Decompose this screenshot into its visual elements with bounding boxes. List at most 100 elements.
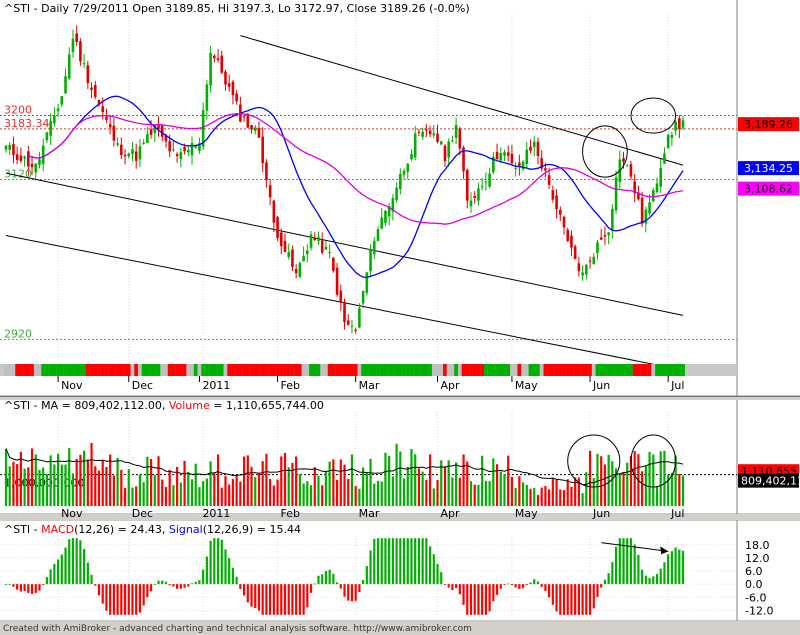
candle-body [142, 142, 145, 144]
ribbon-segment [495, 364, 499, 376]
candle-body [19, 155, 23, 161]
volume-bar [432, 488, 435, 506]
macd-histogram-bar [551, 584, 554, 605]
price-moving-averages [28, 95, 684, 279]
candle-body [510, 153, 514, 164]
ribbon-segment [149, 364, 153, 376]
candle-body [79, 41, 82, 62]
volume-bar [283, 452, 287, 506]
macd-histogram-bar [510, 584, 514, 586]
volume-bar [257, 473, 261, 506]
ribbon-segment [658, 364, 663, 376]
candle-body [521, 161, 525, 170]
ribbon-segment [565, 364, 570, 376]
candle-body [302, 255, 305, 262]
month-label: Nov [61, 379, 83, 392]
macd-histogram-bar [168, 584, 171, 586]
candle-body [499, 152, 503, 161]
volume-bar [581, 493, 584, 506]
volume-bar [60, 464, 63, 506]
candle-body [439, 141, 443, 145]
macd-histogram-bar [283, 584, 287, 615]
macd-histogram-bar [75, 538, 78, 585]
volume-bar [514, 487, 517, 506]
ribbon-segment [614, 364, 618, 376]
macd-histogram-bar [276, 584, 279, 615]
candle-body [399, 174, 402, 190]
candle-body [149, 129, 153, 135]
macd-histogram-bar [350, 584, 354, 602]
ribbon-segment [238, 364, 243, 376]
candle-body [34, 163, 38, 173]
volume-bar [298, 474, 301, 506]
annotation-circle [630, 434, 677, 488]
volume-bar [607, 454, 610, 506]
volume-bar [414, 454, 417, 506]
macd-histogram-bar [603, 579, 607, 585]
macd-histogram-bar [358, 584, 361, 593]
candle-body [8, 144, 12, 150]
ribbon-segment [264, 364, 269, 376]
volume-bar [458, 477, 461, 506]
volume-bar [536, 494, 540, 506]
volume-bar [53, 464, 56, 506]
candle-body [648, 202, 651, 214]
candle-body [607, 232, 610, 236]
macd-histogram-bar [16, 584, 19, 590]
candle-body [294, 269, 298, 274]
macd-histogram-bar [499, 584, 502, 589]
candle-body [97, 99, 101, 105]
ribbon-segment [134, 364, 139, 376]
month-axis: Nov Dec 2011 Feb Mar Apr May Jun Jul Nov Dec 2011 Fe… [57, 376, 684, 520]
candle-body [231, 81, 235, 96]
macd-histogram-bar [674, 547, 677, 585]
candle-body [544, 168, 547, 171]
candle-body [547, 175, 551, 185]
ribbon-segment [383, 364, 388, 376]
candle-body [105, 116, 108, 120]
candle-body [246, 113, 250, 128]
candle-body [138, 146, 142, 160]
volume-bar [521, 482, 525, 506]
volume-ma-line [5, 448, 684, 486]
macd-histogram-bar [548, 584, 551, 598]
reference-label: 3183.34 [4, 117, 50, 130]
ribbon-segment [390, 364, 395, 376]
candle-body [23, 156, 26, 159]
month-label: Apr [441, 379, 461, 392]
macd-histogram-bar [131, 584, 134, 615]
volume-bar [674, 455, 677, 506]
macd-histogram-bar [607, 573, 610, 585]
candle-body [436, 133, 439, 143]
volume-bar [242, 456, 246, 506]
macd-histogram-bar [681, 550, 685, 585]
volume-bar [655, 486, 659, 506]
ribbon-segment [97, 364, 101, 376]
ribbon-segment [171, 364, 176, 376]
ribbon-segment [89, 364, 94, 376]
candle-body [644, 209, 648, 224]
candle-body [15, 154, 19, 161]
ribbon-segment [30, 364, 34, 376]
macd-histogram-bar [566, 584, 569, 615]
volume-bar [562, 490, 566, 506]
ribbon-segment [212, 364, 217, 376]
candle-body [425, 129, 428, 131]
ribbon-segment [82, 364, 87, 376]
volume-bar [670, 472, 673, 506]
ribbon-segment [290, 364, 295, 376]
volume-bar [488, 481, 491, 506]
candle-body [506, 152, 510, 156]
volume-bar [157, 456, 160, 506]
candle-body [179, 152, 183, 159]
macd-histogram-bar [90, 574, 93, 585]
ribbon-segment [4, 364, 8, 376]
candle-body [227, 83, 231, 87]
candle-body [160, 125, 164, 137]
candle-body [387, 206, 391, 217]
candle-body [555, 195, 558, 210]
month-label: Feb [281, 379, 300, 392]
volume-bar [402, 478, 406, 506]
macd-histogram-bar [30, 584, 34, 594]
candle-body [279, 232, 283, 247]
